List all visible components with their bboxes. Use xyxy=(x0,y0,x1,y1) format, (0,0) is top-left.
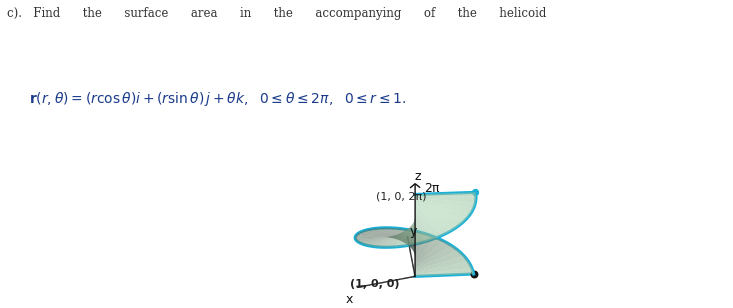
Text: c).   Find      the      surface      area      in      the      accompanying   : c). Find the surface area in the accompa… xyxy=(7,7,547,20)
Text: $\mathbf{r}(r,\theta)=(r\cos\theta)\mathit{i}+(r\sin\theta)\,\mathit{j}+\theta\m: $\mathbf{r}(r,\theta)=(r\cos\theta)\math… xyxy=(29,90,406,108)
